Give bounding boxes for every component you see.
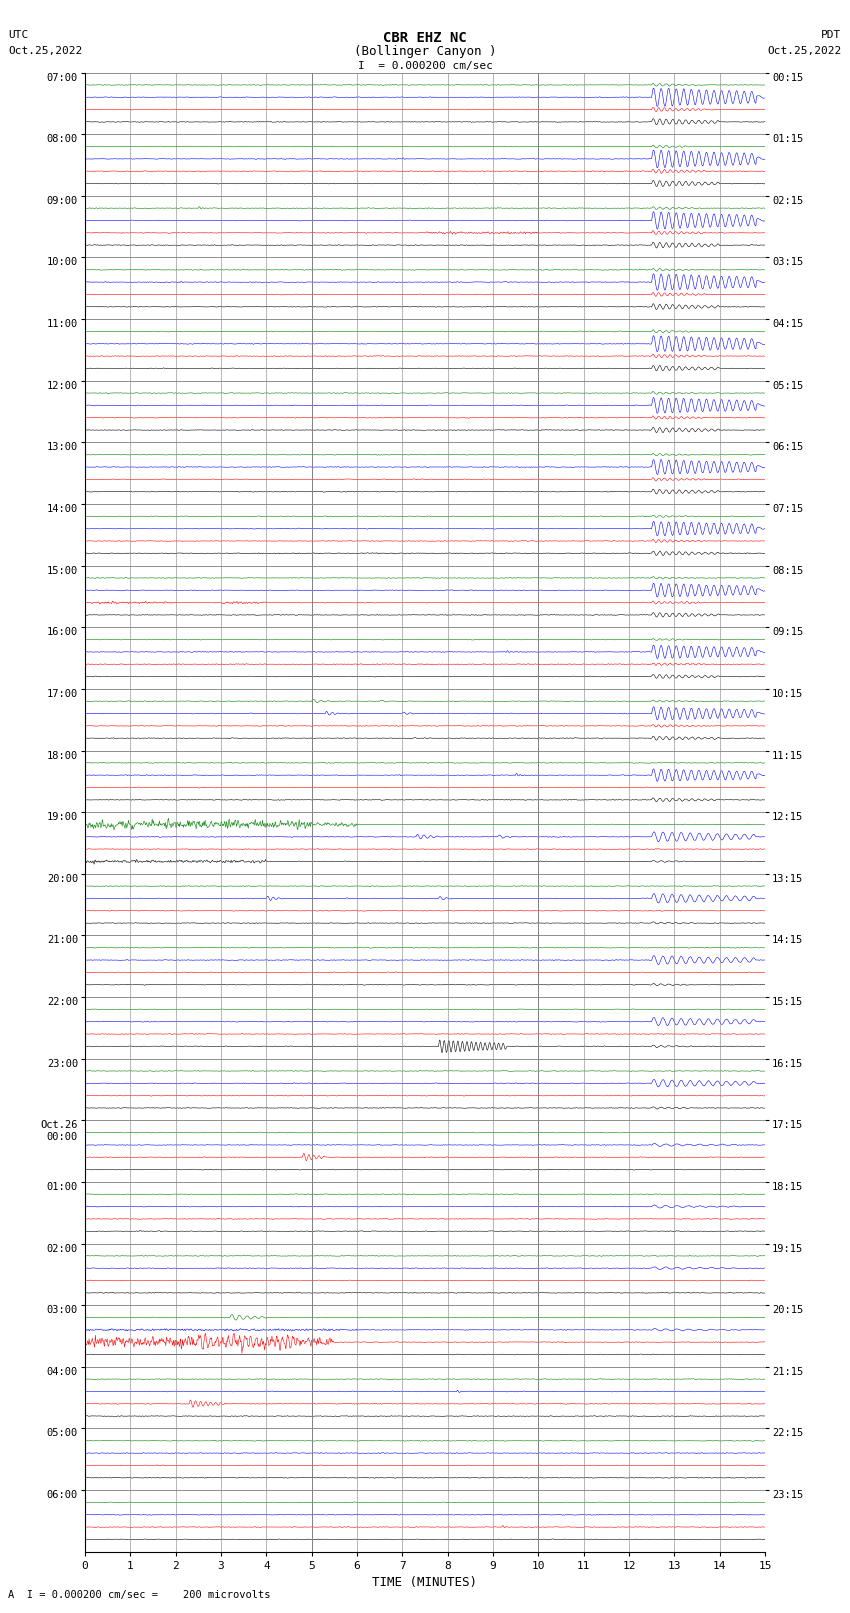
Text: PDT: PDT [821, 31, 842, 40]
Text: (Bollinger Canyon ): (Bollinger Canyon ) [354, 45, 496, 58]
Text: UTC: UTC [8, 31, 29, 40]
Text: CBR EHZ NC: CBR EHZ NC [383, 31, 467, 45]
Text: Oct.25,2022: Oct.25,2022 [8, 47, 82, 56]
Text: A  I = 0.000200 cm/sec =    200 microvolts: A I = 0.000200 cm/sec = 200 microvolts [8, 1590, 271, 1600]
Text: Oct.25,2022: Oct.25,2022 [768, 47, 842, 56]
Text: I  = 0.000200 cm/sec: I = 0.000200 cm/sec [358, 61, 492, 71]
X-axis label: TIME (MINUTES): TIME (MINUTES) [372, 1576, 478, 1589]
